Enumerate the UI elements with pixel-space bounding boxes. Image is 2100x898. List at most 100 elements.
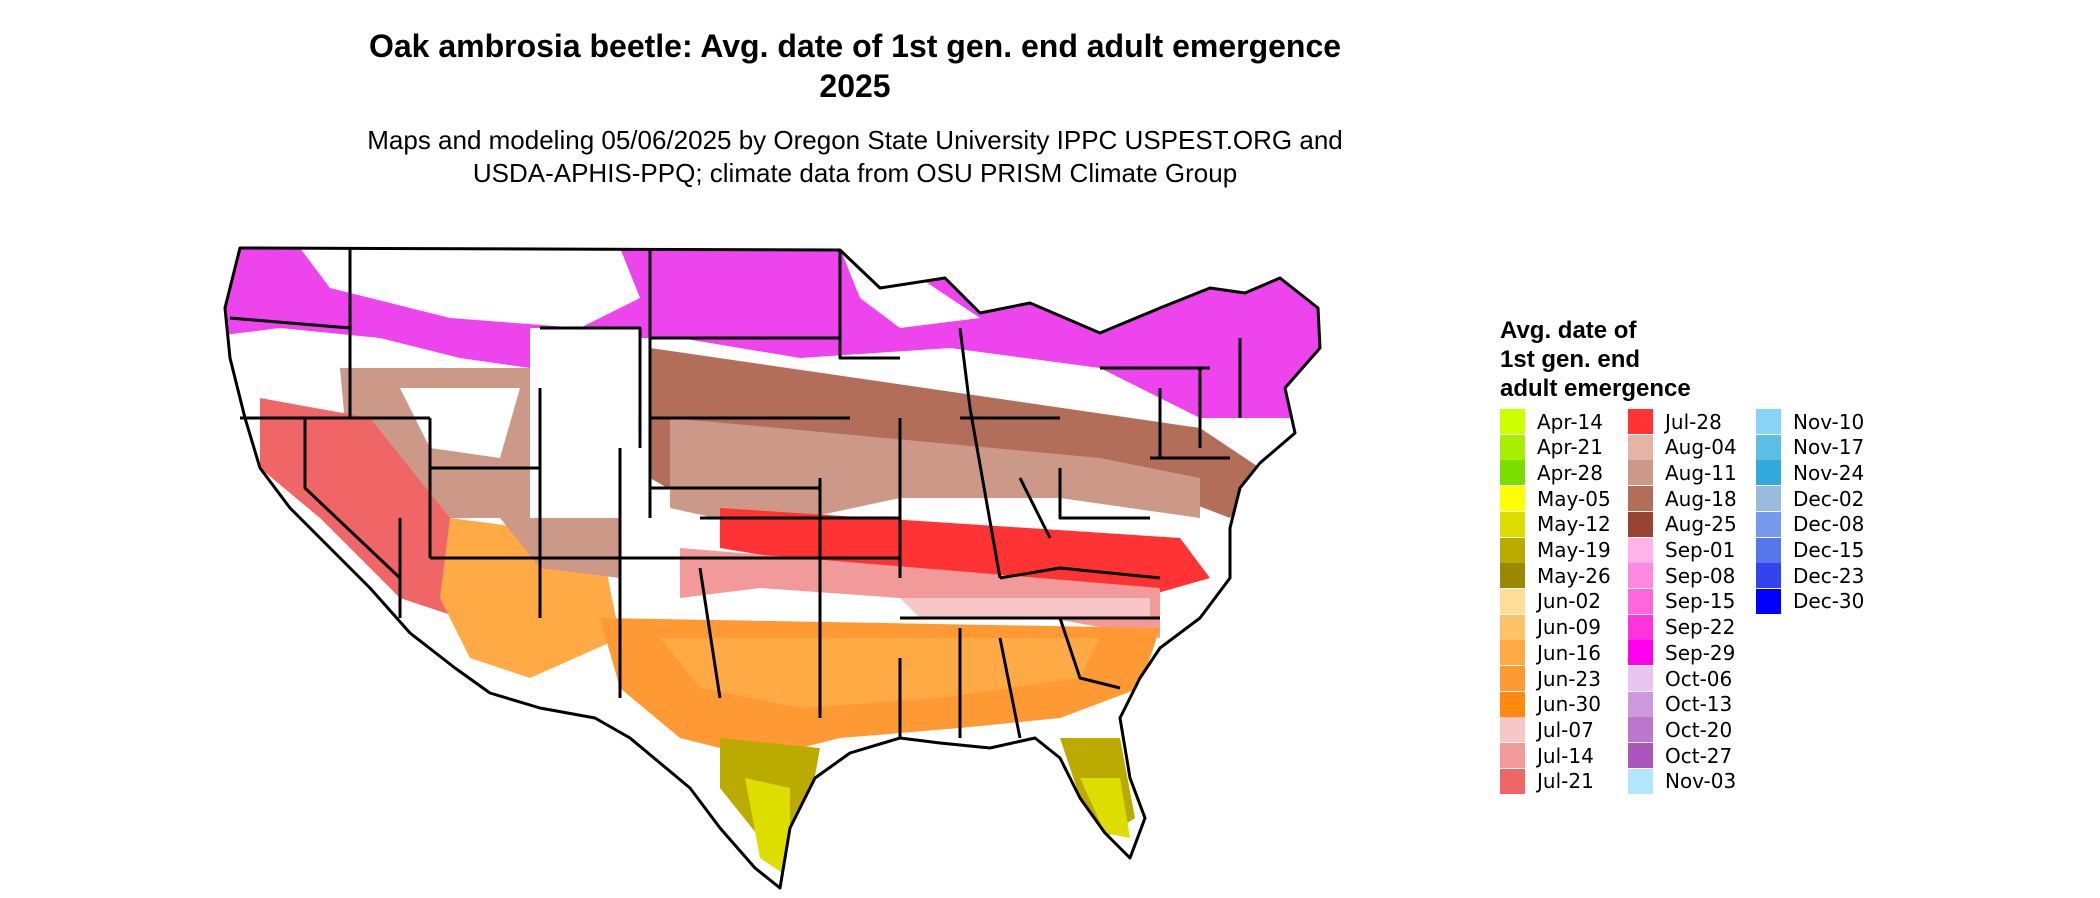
legend-label: Nov-03	[1665, 769, 1737, 794]
map-title: Oak ambrosia beetle: Avg. date of 1st ge…	[0, 26, 1710, 106]
legend-swatch	[1628, 691, 1653, 717]
legend-label: Jul-07	[1537, 717, 1594, 742]
legend-label: Aug-18	[1665, 486, 1737, 511]
map-title-line-1: Oak ambrosia beetle: Avg. date of 1st ge…	[368, 28, 1342, 64]
legend-swatch	[1628, 486, 1653, 512]
legend-item: Aug-11	[1628, 460, 1737, 486]
legend-item: Jun-02	[1500, 588, 1601, 614]
legend-swatch	[1628, 640, 1653, 666]
legend-label: Aug-25	[1665, 512, 1737, 537]
legend-swatch	[1500, 717, 1525, 743]
legend-swatch	[1756, 486, 1781, 512]
legend-item: Nov-03	[1628, 768, 1737, 794]
legend-item: Aug-04	[1628, 434, 1737, 460]
legend-swatch	[1628, 717, 1653, 743]
legend-item: Jul-14	[1500, 743, 1594, 769]
legend-label: May-26	[1537, 563, 1611, 588]
map-subtitle-line-2: USDA-APHIS-PPQ; climate data from OSU PR…	[472, 158, 1238, 188]
legend-label: Sep-01	[1665, 538, 1736, 562]
legend-item: Oct-27	[1628, 743, 1733, 769]
legend-label: Jun-09	[1537, 615, 1601, 640]
legend-swatch	[1500, 537, 1525, 563]
legend-item: Jun-16	[1500, 640, 1601, 666]
legend-swatch	[1628, 563, 1653, 589]
legend-swatch	[1628, 409, 1653, 434]
legend-label: Apr-21	[1537, 435, 1603, 460]
legend-label: Aug-11	[1665, 460, 1737, 485]
legend-swatch	[1500, 511, 1525, 537]
legend-item: Dec-02	[1756, 486, 1864, 512]
legend-swatch	[1628, 588, 1653, 614]
legend-label: Jul-28	[1665, 409, 1722, 434]
legend-item: Sep-22	[1628, 614, 1736, 640]
legend-label: Dec-15	[1793, 538, 1865, 562]
legend-label: Oct-27	[1665, 743, 1733, 768]
legend-item: May-12	[1500, 511, 1611, 537]
legend-swatch	[1500, 666, 1525, 691]
legend-swatch	[1500, 768, 1525, 794]
state-boundaries	[223, 246, 1322, 890]
legend-label: Oct-13	[1665, 692, 1733, 717]
legend-swatch	[1628, 434, 1653, 460]
legend-label: Jul-14	[1537, 743, 1594, 768]
legend-title-line-2: 1st gen. end	[1500, 346, 1641, 373]
legend-item: Apr-21	[1500, 434, 1603, 460]
legend-item: Sep-08	[1628, 563, 1735, 589]
legend-swatch	[1628, 614, 1653, 640]
legend-label: Sep-15	[1665, 589, 1736, 614]
legend-swatch	[1500, 588, 1525, 614]
legend-label: May-05	[1537, 486, 1611, 511]
legend-swatch	[1628, 460, 1653, 486]
legend-swatch	[1628, 511, 1653, 537]
legend-swatch	[1628, 537, 1653, 563]
legend-item: Jul-28	[1628, 409, 1722, 434]
legend-item: May-05	[1500, 486, 1611, 512]
legend-item: Aug-18	[1628, 486, 1737, 512]
map-title-line-2: 2025	[819, 68, 891, 104]
legend-swatch	[1500, 434, 1525, 460]
legend-label: Nov-17	[1793, 435, 1865, 460]
legend-swatch	[1756, 460, 1781, 486]
legend-swatch	[1500, 460, 1525, 486]
legend-item: May-26	[1500, 563, 1611, 589]
legend-swatch	[1628, 768, 1653, 794]
legend-label: Nov-24	[1793, 460, 1865, 485]
legend-item: Oct-06	[1628, 666, 1732, 691]
legend-item: Oct-20	[1628, 717, 1732, 743]
legend-item: Dec-30	[1756, 588, 1864, 614]
legend-item: Nov-24	[1756, 460, 1865, 486]
legend-item: Dec-08	[1756, 511, 1865, 537]
legend-item: Sep-29	[1628, 640, 1736, 666]
legend-swatch	[1756, 511, 1781, 537]
legend-item: Sep-01	[1628, 537, 1736, 563]
legend-item: Apr-14	[1500, 409, 1603, 434]
legend-label: Sep-29	[1665, 640, 1736, 665]
legend-label: Jun-30	[1537, 692, 1601, 717]
legend-swatch	[1500, 409, 1525, 434]
legend-label: Sep-22	[1665, 615, 1736, 640]
us-emergence-map	[223, 246, 1322, 890]
legend-label: Jul-21	[1537, 769, 1594, 794]
legend-swatch	[1500, 691, 1525, 717]
legend-swatch	[1500, 563, 1525, 589]
legend-label: Nov-10	[1793, 409, 1865, 434]
emergence-zones	[225, 248, 1320, 888]
legend-label: Apr-14	[1537, 409, 1603, 434]
legend-item: Jun-23	[1500, 666, 1601, 691]
legend-item: Dec-15	[1756, 537, 1865, 563]
legend-label: Jun-02	[1537, 589, 1601, 614]
legend-label: Dec-08	[1793, 512, 1865, 537]
legend-item: Apr-28	[1500, 460, 1603, 486]
legend-label: May-19	[1537, 538, 1611, 562]
legend-item: May-19	[1500, 537, 1611, 563]
legend-label: Jun-16	[1537, 640, 1601, 665]
legend-item: Jun-30	[1500, 691, 1601, 717]
legend-item: Jun-09	[1500, 614, 1601, 640]
legend-item: Nov-10	[1756, 409, 1864, 434]
legend-item: Dec-23	[1756, 563, 1864, 589]
legend-swatch	[1628, 666, 1653, 691]
legend-swatch	[1756, 537, 1781, 563]
legend-item: Oct-13	[1628, 691, 1733, 717]
legend-item: Nov-17	[1756, 434, 1865, 460]
legend-label: Oct-06	[1665, 666, 1733, 691]
